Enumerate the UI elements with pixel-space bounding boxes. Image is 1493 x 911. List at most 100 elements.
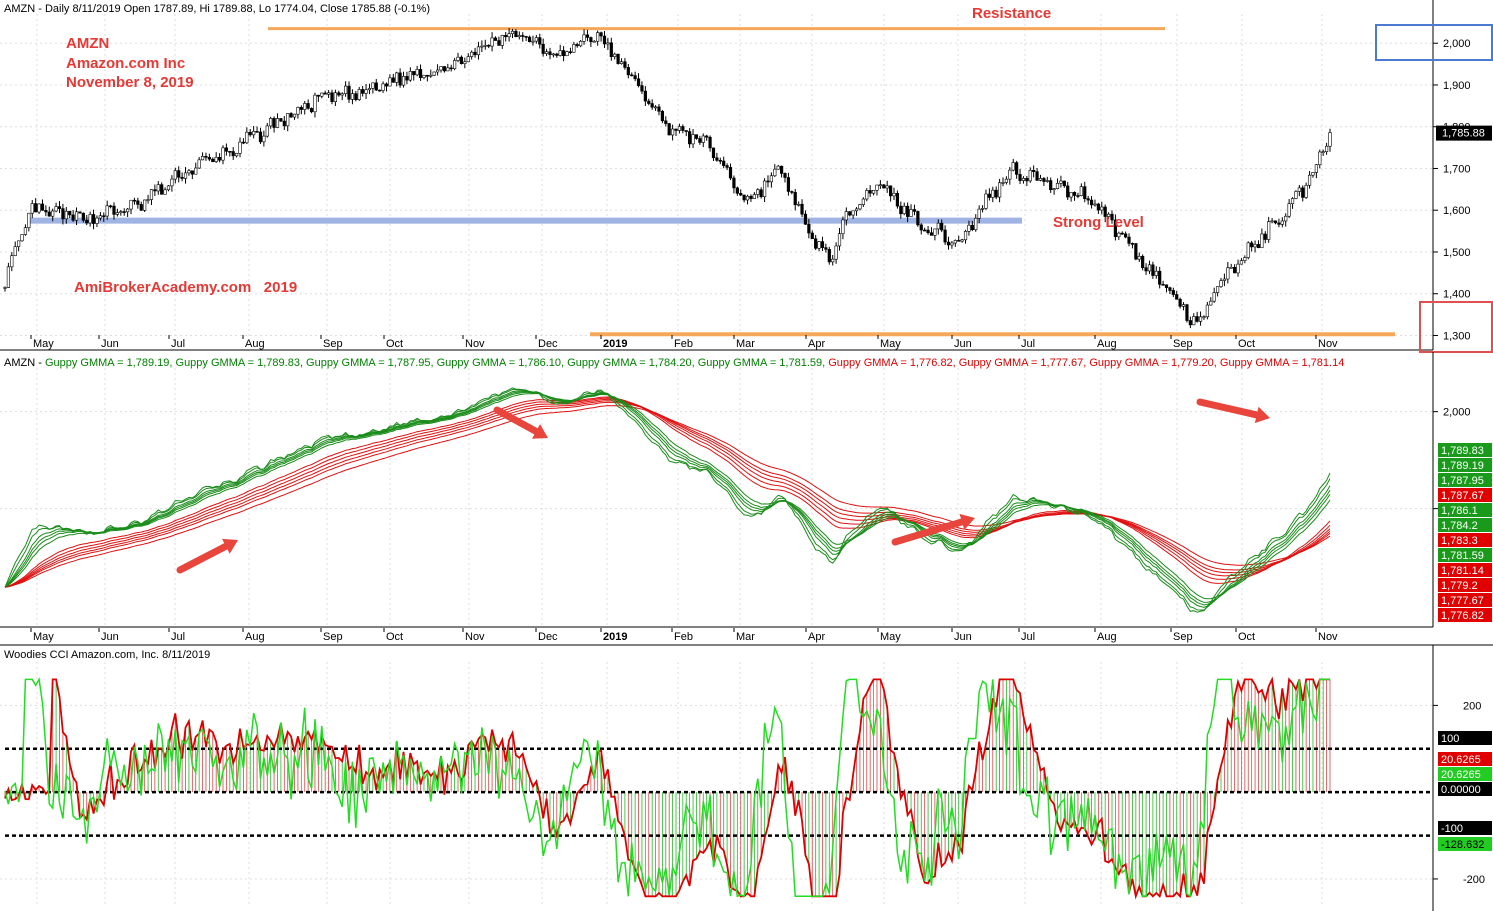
candle-body-28 [98,215,102,219]
candle-body-167 [572,44,576,53]
candle-body-107 [367,88,372,91]
candle-body-220 [752,194,756,199]
candle-body-323 [1103,206,1107,217]
candle-body-90 [309,108,314,113]
candle-body-156 [534,37,538,42]
candle-body-176 [602,35,607,45]
candle-body-142 [487,44,491,47]
price-header: AMZN - Daily 8/11/2019 Open 1787.89, Hi … [4,3,430,15]
gmma-header-item-3: Guppy GMMA = 1,786.10, [434,357,565,369]
candle-body-12 [44,210,48,213]
cci-panel: Woodies CCI Amazon.com, Inc. 8/11/2019 2… [0,644,1493,911]
candle-body-262 [895,192,900,207]
candle-body-246 [841,219,845,235]
trend-arrow-shaft-1 [493,406,541,436]
cci-value-tag-1 [1438,752,1492,766]
candle-body-332 [1134,243,1138,260]
candle-body-59 [204,155,208,158]
candle-body-190 [650,103,654,108]
candle-body-280 [957,240,961,242]
candle-body-228 [780,165,784,174]
candle-body-359 [1226,267,1230,280]
cci-line-main [4,676,1330,900]
candle-body-118 [405,76,409,81]
gmma-value-label-8: 1,781.14 [1441,565,1484,577]
candle-body-237 [810,232,814,240]
candle-body-144 [493,37,498,41]
candle-body-108 [371,82,375,89]
candle-body-288 [984,193,988,209]
candle-body-360 [1229,266,1233,269]
trend-arrow-shaft-0 [176,542,231,574]
gmma-header-item-2: Guppy GMMA = 1,787.95, [303,357,434,369]
candle-body-239 [817,241,821,249]
candle-body-15 [54,206,58,212]
candle-body-270 [923,229,927,232]
watermark-text: AmiBrokerAcademy.com 2019 [74,279,297,296]
candle-body-41 [143,199,147,211]
candle-body-361 [1233,266,1237,274]
gmma-value-tag-11 [1438,608,1492,622]
candle-body-2 [10,255,14,268]
candle-body-383 [1307,174,1312,186]
candle-body-84 [289,113,293,118]
candle-body-25 [88,214,92,224]
candle-body-54 [187,170,191,174]
candle-body-355 [1212,292,1216,302]
candle-body-330 [1127,236,1131,244]
gmma-value-label-7: 1,781.59 [1441,550,1484,562]
gmma-header-item-9: Guppy GMMA = 1,781.14 [1217,357,1345,369]
gmma-value-label-6: 1,783.3 [1441,535,1478,547]
candle-body-243 [831,258,835,263]
gmma-month-label-18: Nov [1318,631,1338,643]
candle-body-233 [797,203,801,206]
gmma-value-tag-0 [1438,443,1492,457]
candle-body-380 [1297,187,1301,192]
candle-body-154 [527,36,532,42]
candle-body-376 [1284,215,1288,222]
price-month-label-16: Sep [1173,338,1193,350]
candle-body-211 [722,160,726,166]
candle-body-79 [272,118,276,128]
candle-body-81 [279,118,283,122]
candle-body-24 [85,219,89,224]
candle-body-179 [613,53,617,57]
candle-body-74 [255,131,259,133]
candle-body-193 [660,111,664,122]
candle-body-324 [1106,213,1111,217]
candle-body-304 [1038,178,1043,181]
gmma-value-label-3: 1,787.67 [1441,490,1484,502]
candle-body-272 [929,232,934,236]
candle-body-43 [149,189,154,200]
candle-body-295 [1008,169,1012,180]
candle-body-36 [126,208,130,213]
candle-body-45 [156,184,160,192]
candle-body-328 [1120,232,1124,235]
candle-body-131 [449,67,453,70]
candle-body-223 [762,180,767,198]
trend-arrow-shaft-2 [891,517,968,546]
candle-body-277 [946,241,951,246]
candle-body-387 [1321,151,1325,153]
candle-body-307 [1049,180,1053,191]
candle-body-98 [337,92,341,96]
candle-body-112 [384,83,389,87]
candle-body-317 [1083,186,1087,200]
candle-body-227 [776,165,780,170]
candle-body-22 [78,211,82,214]
candle-body-7 [27,212,31,228]
candle-body-181 [619,61,624,64]
candle-body-209 [715,157,719,161]
candle-body-0 [3,287,7,289]
candle-body-168 [575,44,579,47]
candle-body-51 [177,170,181,178]
candle-body-352 [1202,316,1206,319]
candle-body-195 [667,123,671,136]
candle-body-38 [132,199,137,202]
candle-body-207 [708,136,712,149]
candle-body-289 [987,193,991,198]
candle-body-293 [1001,182,1005,184]
gmma-month-label-3: Aug [245,631,265,643]
candle-body-137 [470,51,474,57]
